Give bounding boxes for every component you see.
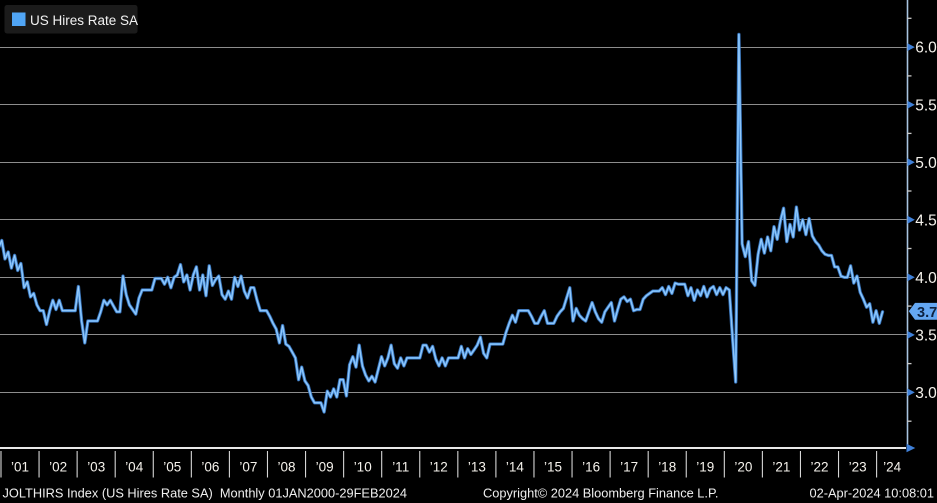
svg-text:’01: ’01 bbox=[11, 460, 29, 475]
svg-text:’19: ’19 bbox=[696, 460, 714, 475]
svg-text:3.7: 3.7 bbox=[917, 305, 937, 321]
svg-text:3.5: 3.5 bbox=[915, 328, 937, 345]
svg-text:’23: ’23 bbox=[849, 460, 867, 475]
svg-text:5.0: 5.0 bbox=[915, 155, 937, 172]
svg-text:’06: ’06 bbox=[201, 460, 219, 475]
svg-text:’13: ’13 bbox=[468, 460, 486, 475]
svg-text:’11: ’11 bbox=[392, 460, 409, 475]
svg-text:’08: ’08 bbox=[277, 460, 295, 475]
svg-text:’10: ’10 bbox=[354, 460, 372, 475]
svg-text:4.5: 4.5 bbox=[915, 212, 937, 229]
svg-text:4.0: 4.0 bbox=[915, 270, 937, 287]
svg-text:6.0: 6.0 bbox=[915, 40, 937, 57]
svg-text:’18: ’18 bbox=[658, 460, 676, 475]
svg-text:’09: ’09 bbox=[316, 460, 334, 475]
svg-text:’03: ’03 bbox=[87, 460, 105, 475]
svg-text:Copyright© 2024 Bloomberg Fina: Copyright© 2024 Bloomberg Finance L.P. bbox=[483, 486, 718, 501]
svg-text:JOLTHIRS Index (US Hires Rate: JOLTHIRS Index (US Hires Rate SA) Monthl… bbox=[3, 486, 407, 501]
svg-text:’24: ’24 bbox=[883, 460, 902, 475]
svg-text:’17: ’17 bbox=[620, 460, 638, 475]
svg-text:’04: ’04 bbox=[125, 460, 144, 475]
svg-text:’16: ’16 bbox=[582, 460, 600, 475]
svg-text:’02: ’02 bbox=[49, 460, 67, 475]
svg-text:’14: ’14 bbox=[506, 460, 525, 475]
svg-text:’20: ’20 bbox=[734, 460, 752, 475]
svg-text:US Hires Rate SA: US Hires Rate SA bbox=[30, 13, 138, 28]
svg-text:5.5: 5.5 bbox=[915, 97, 937, 114]
svg-text:’21: ’21 bbox=[772, 460, 790, 475]
svg-text:’05: ’05 bbox=[163, 460, 181, 475]
svg-text:02-Apr-2024 10:08:01: 02-Apr-2024 10:08:01 bbox=[809, 486, 934, 501]
svg-text:3.0: 3.0 bbox=[915, 385, 937, 402]
svg-text:’12: ’12 bbox=[430, 460, 448, 475]
svg-text:’22: ’22 bbox=[810, 460, 828, 475]
svg-text:’07: ’07 bbox=[239, 460, 257, 475]
svg-text:’15: ’15 bbox=[544, 460, 562, 475]
